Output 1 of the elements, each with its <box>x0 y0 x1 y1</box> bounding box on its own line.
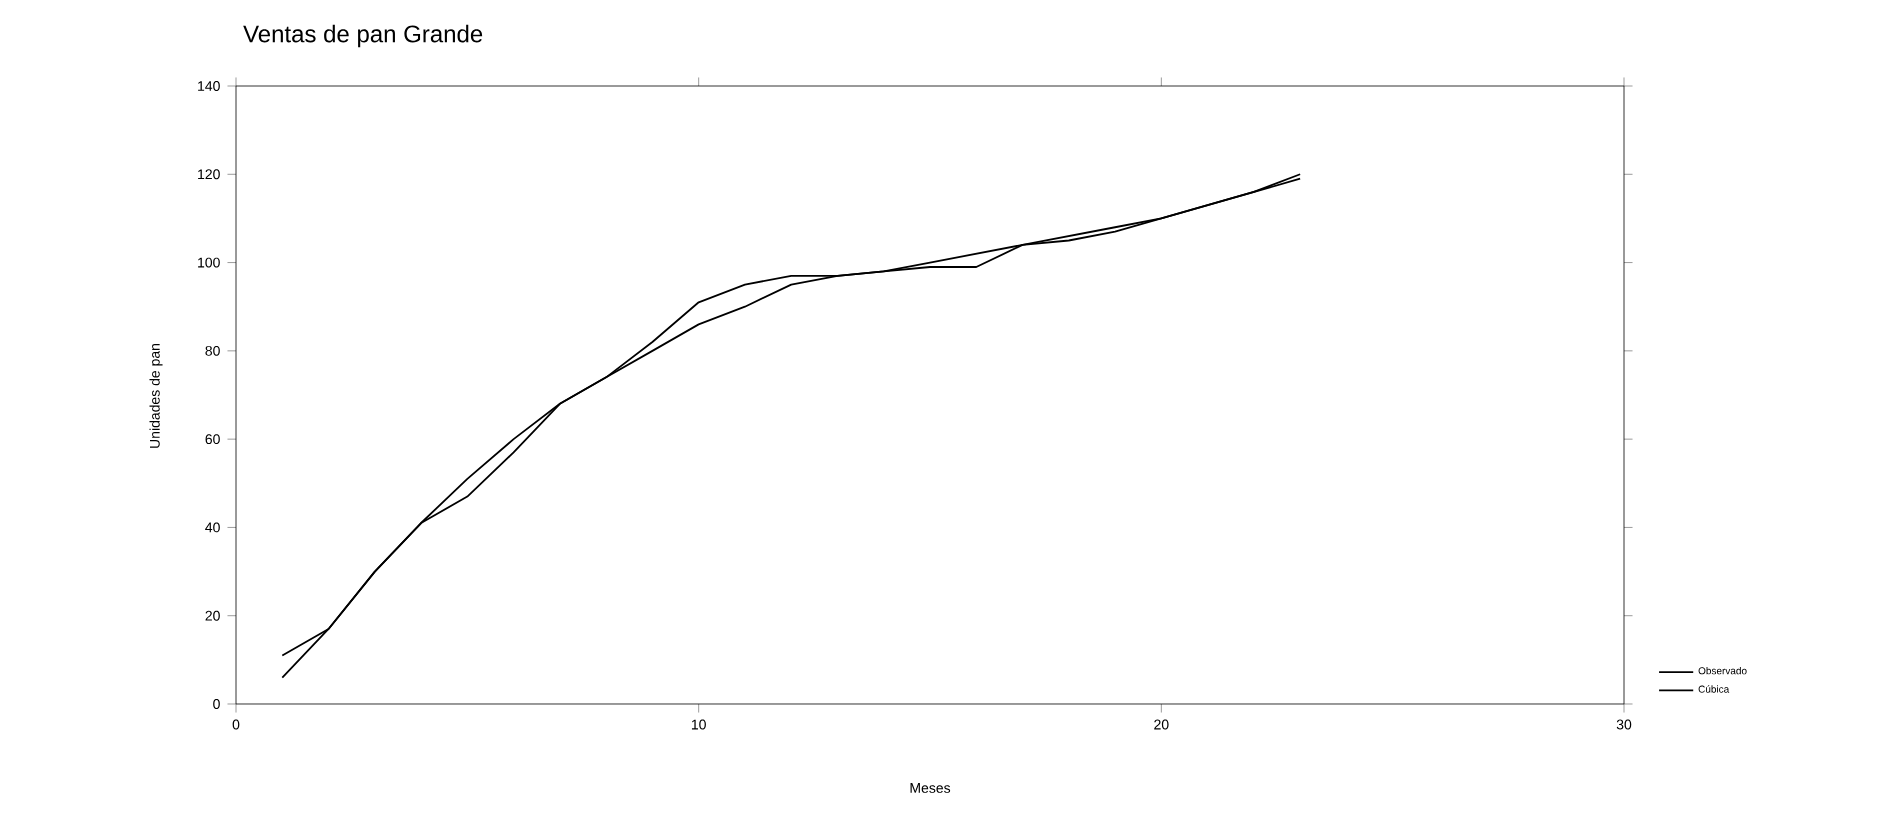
chart-title: Ventas de pan Grande <box>243 24 483 48</box>
